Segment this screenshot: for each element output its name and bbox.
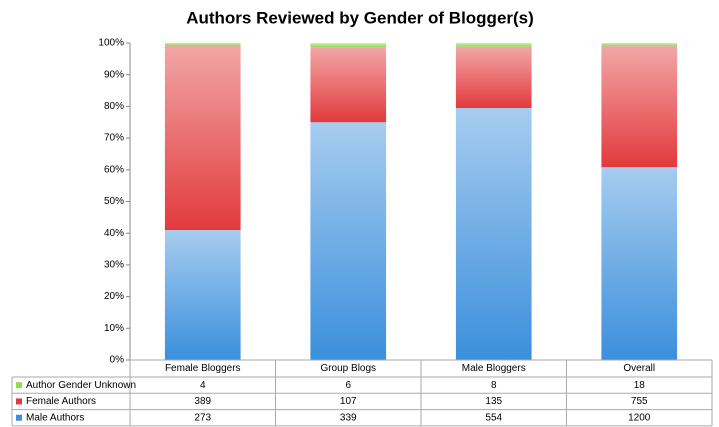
table-value: 4 — [200, 380, 206, 391]
y-tick-label: 60% — [104, 164, 124, 175]
bar-segment — [164, 44, 241, 231]
table-value: 389 — [194, 396, 211, 407]
y-tick-label: 70% — [104, 133, 124, 144]
y-tick-label: 50% — [104, 196, 124, 207]
bar-segment — [164, 43, 241, 45]
legend-label: Author Gender Unknown — [26, 380, 136, 391]
legend-label: Female Authors — [26, 396, 96, 407]
table-value: 8 — [491, 380, 497, 391]
y-tick-label: 80% — [104, 101, 124, 112]
y-tick-label: 90% — [104, 69, 124, 80]
bar-segment — [601, 43, 678, 46]
bar-segment — [455, 108, 532, 361]
bar-segment — [601, 45, 678, 168]
legend-swatch — [16, 414, 22, 421]
bar-segment — [310, 43, 387, 48]
table-value: 339 — [340, 412, 357, 423]
table-value: 273 — [194, 412, 211, 423]
bar-segment — [455, 43, 532, 47]
table-value: 107 — [340, 396, 357, 407]
y-tick-label: 20% — [104, 291, 124, 302]
bar-segment — [310, 122, 387, 360]
legend-swatch — [16, 398, 22, 405]
bar-segment — [310, 47, 387, 123]
y-tick-label: 30% — [104, 260, 124, 271]
y-tick-label: 0% — [110, 355, 125, 366]
bar-segment — [164, 230, 241, 360]
table-value: 1200 — [628, 412, 651, 423]
x-tick-label: Group Blogs — [320, 363, 376, 374]
y-tick-label: 10% — [104, 323, 124, 334]
legend-swatch — [16, 382, 22, 389]
x-tick-label: Female Bloggers — [165, 363, 241, 374]
chart-title: Authors Reviewed by Gender of Blogger(s) — [186, 8, 534, 27]
table-value: 554 — [485, 412, 502, 423]
x-tick-label: Overall — [623, 363, 655, 374]
bar-segment — [601, 167, 678, 360]
x-tick-label: Male Bloggers — [462, 363, 526, 374]
table-value: 18 — [634, 380, 646, 391]
table-value: 755 — [631, 396, 648, 407]
bar-segment — [455, 46, 532, 109]
legend-label: Male Authors — [26, 412, 84, 423]
table-value: 6 — [345, 380, 351, 391]
y-tick-label: 100% — [98, 38, 124, 49]
y-tick-label: 40% — [104, 228, 124, 239]
table-value: 135 — [485, 396, 502, 407]
